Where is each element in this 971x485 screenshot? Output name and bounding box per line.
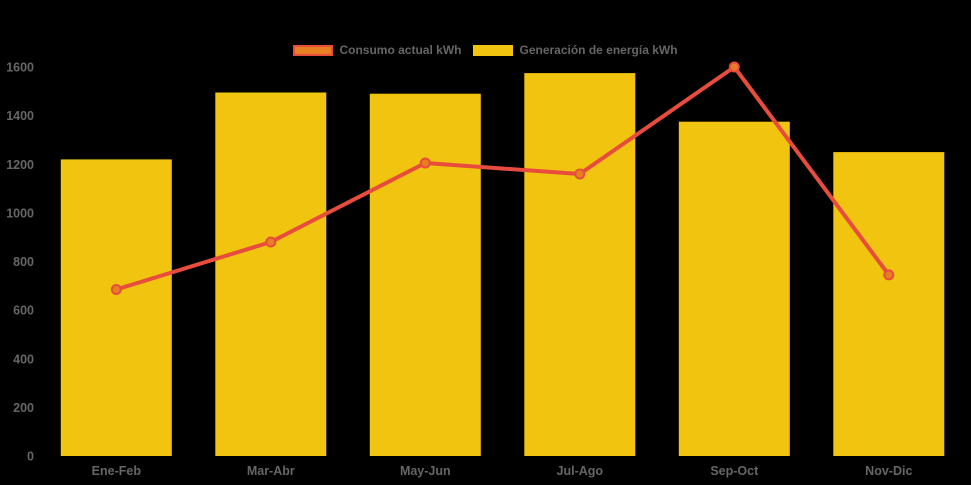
legend-label-generacion: Generación de energía kWh xyxy=(519,43,678,57)
consumption-line[interactable] xyxy=(114,65,891,292)
y-axis-tick-label: 1400 xyxy=(6,109,34,123)
legend-item-consumo[interactable]: Consumo actual kWh xyxy=(293,44,461,56)
y-axis-tick-label: 1000 xyxy=(6,206,34,220)
y-axis-tick-label: 0 xyxy=(27,450,34,464)
y-axis-tick-label: 600 xyxy=(13,304,34,318)
bar-may-jun[interactable] xyxy=(369,93,481,456)
y-axis-tick-label: 1200 xyxy=(6,158,34,172)
line-point-mar-abr[interactable] xyxy=(265,236,277,248)
x-axis-category-label: Mar-Abr xyxy=(247,464,295,478)
x-axis-category-label: Ene-Feb xyxy=(92,464,142,478)
x-axis-category-label: May-Jun xyxy=(400,464,451,478)
bar-mar-abr[interactable] xyxy=(215,92,327,457)
bar-sep-oct[interactable] xyxy=(678,121,790,456)
legend-swatch-generacion-icon xyxy=(473,44,514,56)
y-axis-tick-label: 800 xyxy=(13,255,34,269)
bar-ene-feb[interactable] xyxy=(60,159,172,456)
legend-item-generacion[interactable]: Generación de energía kWh xyxy=(473,43,678,57)
line-point-nov-dic[interactable] xyxy=(883,269,895,281)
bar-nov-dic[interactable] xyxy=(833,152,945,456)
bar-jul-ago[interactable] xyxy=(524,73,636,456)
y-axis-tick-label: 200 xyxy=(13,401,34,415)
y-axis-tick-label: 1600 xyxy=(6,61,34,75)
line-point-sep-oct[interactable] xyxy=(728,61,740,73)
x-axis-category-label: Nov-Dic xyxy=(865,464,912,478)
legend-swatch-consumo-icon xyxy=(293,44,334,56)
x-axis-category-label: Jul-Ago xyxy=(557,464,604,478)
line-point-ene-feb[interactable] xyxy=(110,284,122,295)
line-point-jul-ago[interactable] xyxy=(574,168,586,180)
y-axis-tick-label: 400 xyxy=(13,352,34,366)
legend-label-consumo: Consumo actual kWh xyxy=(339,43,462,57)
line-point-may-jun[interactable] xyxy=(419,157,431,169)
chart-legend: Consumo actual kWh Generación de energía… xyxy=(0,44,971,56)
x-axis-category-label: Sep-Oct xyxy=(710,464,759,478)
